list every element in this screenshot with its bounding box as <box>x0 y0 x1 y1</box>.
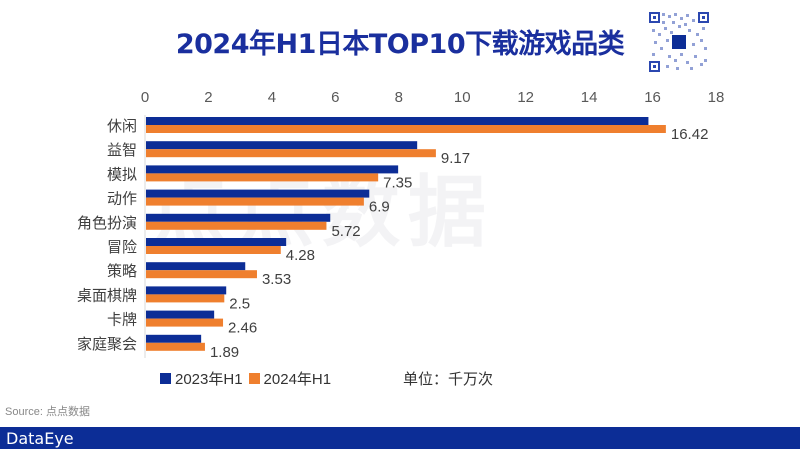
x-tick-label: 4 <box>268 89 276 106</box>
x-tick-label: 8 <box>395 89 403 106</box>
source-note: Source: 点点数据 <box>5 406 90 418</box>
category-label: 角色扮演 <box>77 214 137 232</box>
x-tick-label: 14 <box>581 89 598 106</box>
legend-swatch-2024 <box>248 373 260 384</box>
bar-2023 <box>146 286 227 295</box>
x-tick-label: 2 <box>204 89 212 106</box>
chart-title: 2024年H1日本TOP10下载游戏品类 <box>175 29 625 60</box>
bar-2023 <box>146 310 215 319</box>
bar-2024 <box>146 270 257 279</box>
bar-2024 <box>146 197 364 206</box>
legend: 2023年H1 2024年H1 <box>160 368 337 389</box>
bar-2024 <box>146 125 666 133</box>
qr-code-icon <box>648 11 710 73</box>
category-label: 卡牌 <box>107 311 137 329</box>
legend-item-2023: 2023年H1 <box>160 368 243 389</box>
data-label: 7.35 <box>383 174 412 191</box>
x-tick-label: 18 <box>708 89 725 106</box>
data-label: 9.17 <box>441 150 470 167</box>
data-label: 16.42 <box>671 126 709 143</box>
category-label: 桌面棋牌 <box>77 286 137 304</box>
data-label: 4.28 <box>286 247 315 264</box>
legend-label-2024: 2024年H1 <box>263 371 332 388</box>
bar-2023 <box>146 238 287 246</box>
bar-2023 <box>146 189 370 198</box>
bar-2024 <box>146 246 281 254</box>
data-label: 3.53 <box>262 271 291 288</box>
category-label: 家庭聚会 <box>77 335 137 353</box>
data-label: 5.72 <box>331 223 360 240</box>
bar-2024 <box>146 221 327 230</box>
x-tick-label: 0 <box>141 89 149 106</box>
bar-2023 <box>146 262 246 271</box>
category-label: 益智 <box>107 141 137 159</box>
data-label: 1.89 <box>210 344 239 361</box>
x-tick-label: 6 <box>331 89 339 106</box>
category-label: 休闲 <box>107 117 137 135</box>
bar-2024 <box>146 342 205 351</box>
bar-2024 <box>146 294 225 303</box>
legend-item-2024: 2024年H1 <box>248 368 332 389</box>
brand-logo: DataEye <box>6 429 74 448</box>
bar-2024 <box>146 149 436 158</box>
bar-2023 <box>146 141 418 150</box>
legend-label-2023: 2023年H1 <box>175 371 243 388</box>
bar-2023 <box>146 165 399 174</box>
data-label: 6.9 <box>369 199 390 216</box>
category-label: 模拟 <box>107 165 137 183</box>
bar-2023 <box>146 117 649 125</box>
x-tick-label: 12 <box>517 89 534 106</box>
x-tick-label: 16 <box>644 89 661 106</box>
data-label: 2.5 <box>229 295 250 312</box>
category-label: 策略 <box>107 262 137 280</box>
category-label: 动作 <box>107 190 137 208</box>
bar-2024 <box>146 173 379 182</box>
x-tick-label: 10 <box>454 89 471 106</box>
legend-swatch-2023 <box>160 373 171 384</box>
category-label: 冒险 <box>107 238 137 256</box>
bar-2023 <box>146 213 331 222</box>
bar-2024 <box>146 318 224 327</box>
bar-2023 <box>146 334 202 343</box>
data-label: 2.46 <box>228 320 257 337</box>
bar-chart: 0 2 4 6 8 10 12 14 16 18 休闲益智模拟动作角色扮演冒险策略桌面棋牌卡牌家庭… <box>77 89 725 361</box>
unit-label: 单位：千万次 <box>403 371 494 388</box>
footer-bar: DataEye <box>0 427 800 449</box>
